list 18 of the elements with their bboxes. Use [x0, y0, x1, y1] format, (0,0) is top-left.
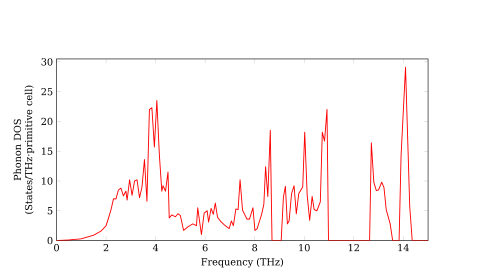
x-tick-label: 4 — [152, 244, 158, 252]
y-axis-title: Phonon DOS (States/THz·primitive cell) — [14, 86, 34, 214]
x-tick-label: 2 — [104, 244, 108, 252]
x-axis-title: Frequency (THz) — [201, 258, 283, 268]
y-tick-label: 0 — [48, 236, 52, 244]
y-tick-label: 15 — [42, 148, 52, 155]
y-tick-label: 20 — [41, 118, 52, 126]
x-tick-label: 0 — [54, 244, 59, 252]
x-tick-label: 14 — [398, 244, 409, 252]
x-tick-label: 10 — [299, 244, 310, 252]
y-tick-label: 25 — [41, 88, 52, 96]
y-tick-label: 10 — [42, 177, 52, 185]
y-tick-label: 30 — [42, 58, 52, 66]
x-tick-label: 8 — [252, 244, 258, 252]
x-tick-label: 12 — [348, 244, 359, 252]
y-tick-label: 5 — [48, 207, 52, 214]
x-tick-label: 6 — [202, 244, 208, 252]
line-series — [56, 66, 428, 241]
